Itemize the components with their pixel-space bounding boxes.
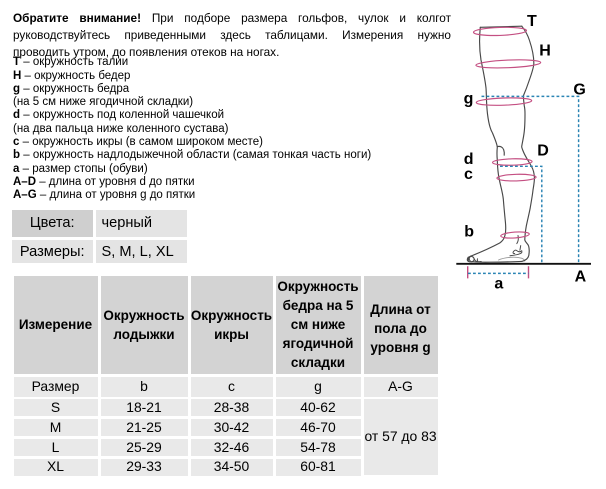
svg-text:D: D [537, 142, 549, 159]
svg-text:T: T [527, 13, 537, 30]
svg-text:g: g [464, 91, 474, 108]
svg-text:G: G [573, 82, 585, 99]
svg-text:c: c [464, 166, 473, 183]
svg-text:a: a [494, 276, 503, 293]
svg-text:d: d [464, 151, 474, 168]
svg-text:H: H [539, 43, 551, 60]
svg-text:b: b [464, 224, 474, 241]
svg-text:A: A [575, 268, 587, 285]
